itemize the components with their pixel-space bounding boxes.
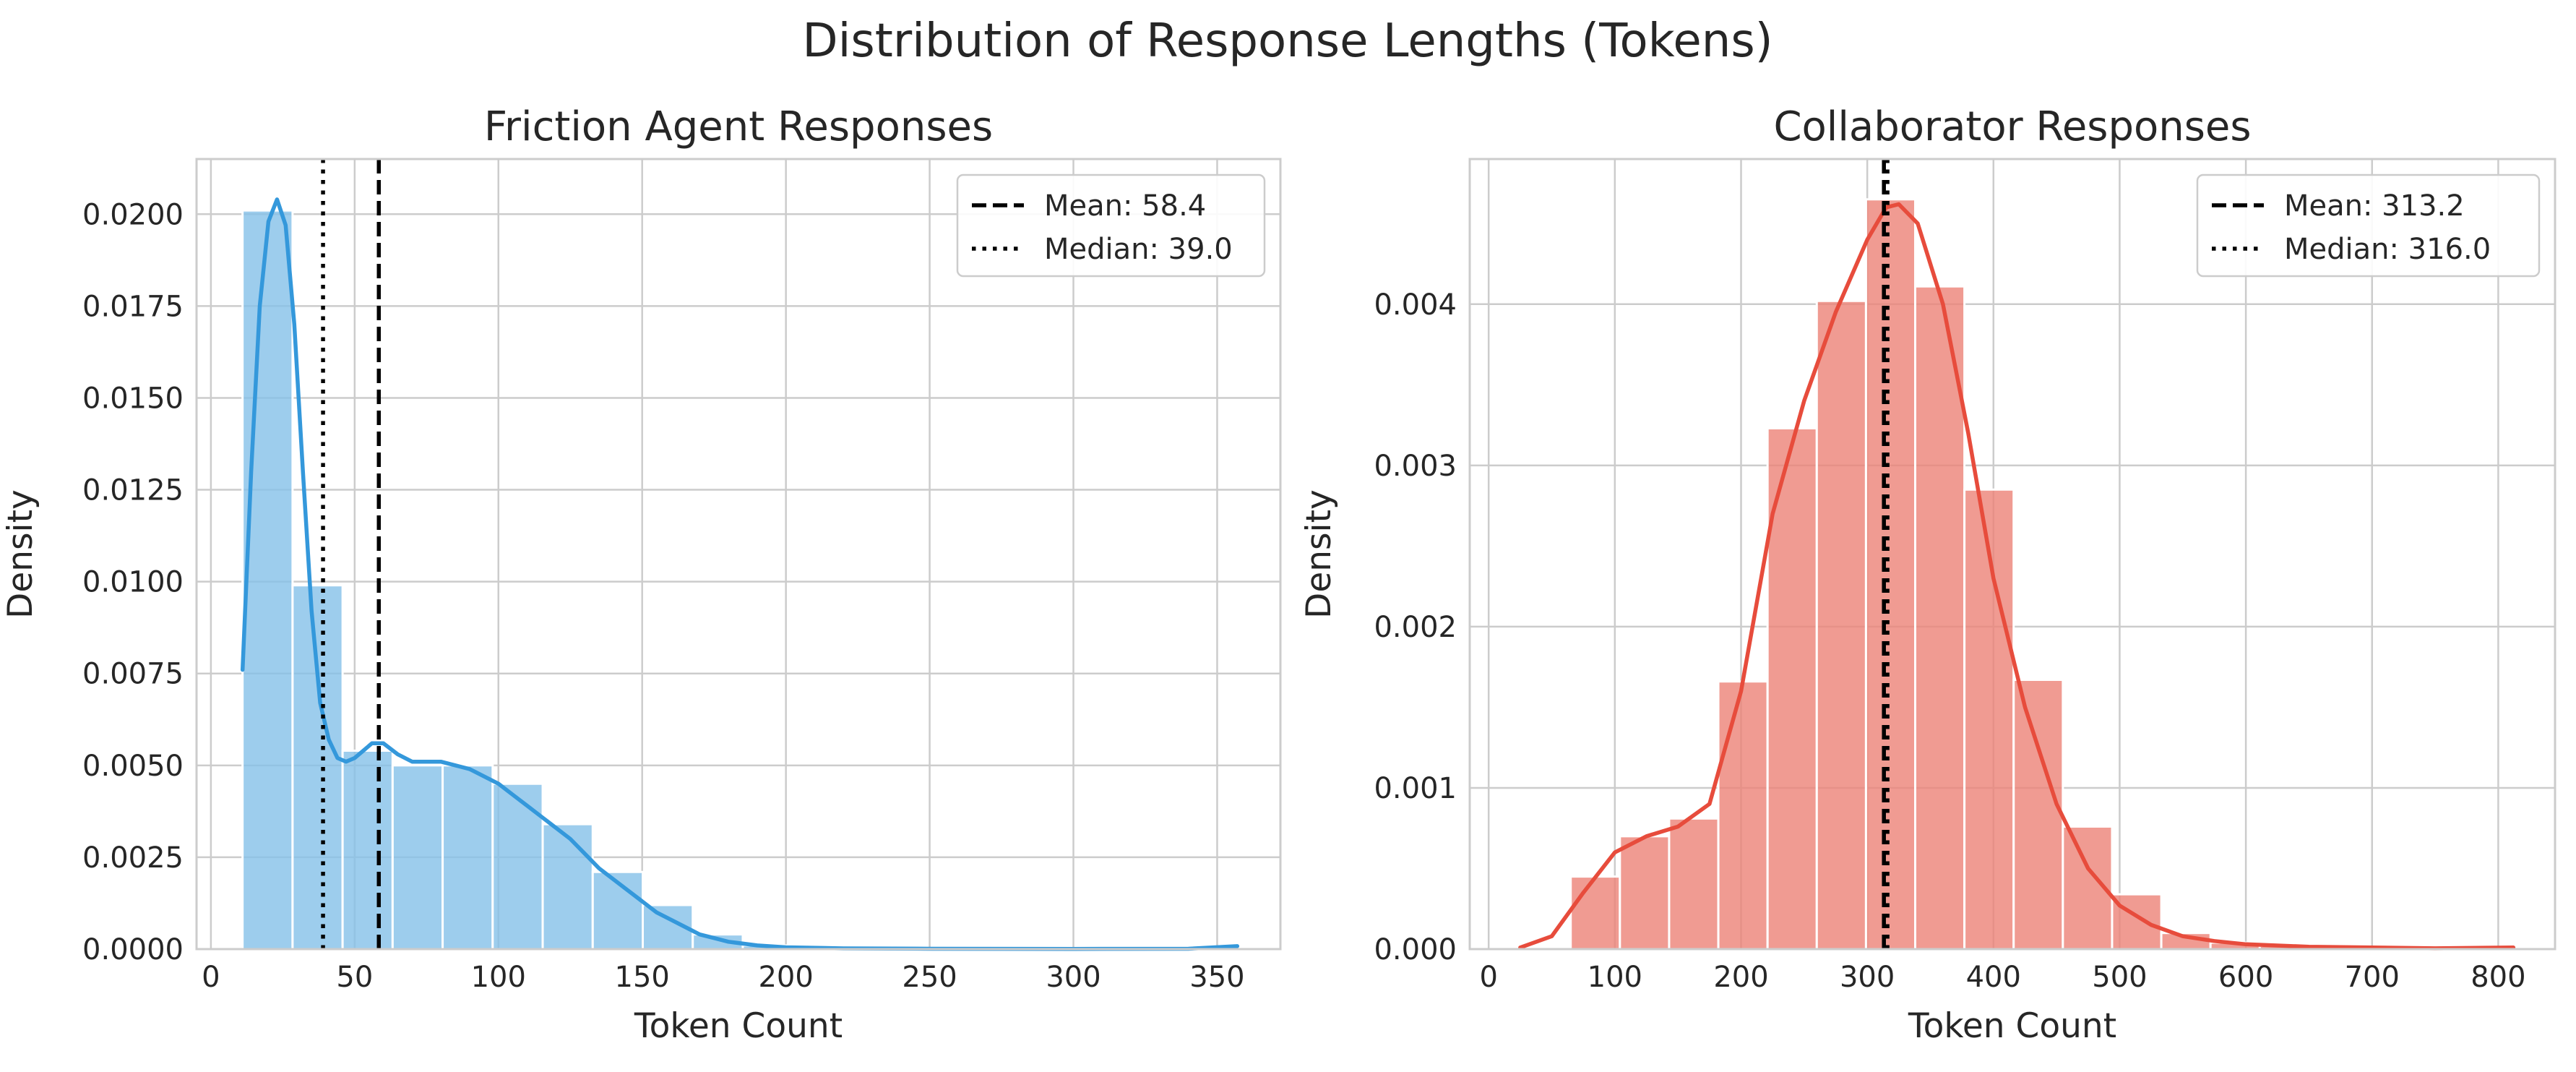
x-tick-label: 700 — [2345, 961, 2400, 994]
x-tick-label: 500 — [2092, 961, 2147, 994]
histogram-bar — [1569, 875, 1621, 951]
histogram-bar — [391, 764, 444, 951]
x-tick-label: 200 — [758, 961, 813, 994]
legend: Mean: 313.2 Median: 316.0 — [2196, 173, 2541, 278]
legend-box — [956, 173, 1266, 278]
y-tick-label: 0.003 — [1374, 450, 1457, 483]
subplot-title: Collaborator Responses — [1773, 103, 2251, 150]
histogram-bar — [1815, 299, 1867, 951]
x-tick-label: 0 — [202, 961, 220, 994]
histogram-bar — [291, 584, 344, 951]
x-tick-label: 0 — [1479, 961, 1497, 994]
x-tick-label: 800 — [2471, 961, 2525, 994]
y-tick-label: 0.0050 — [82, 750, 184, 783]
histogram-bar — [1766, 427, 1818, 951]
histogram-bar — [1717, 680, 1769, 951]
x-tick-label: 400 — [1966, 961, 2021, 994]
histogram-bar — [1963, 488, 2015, 951]
legend-box — [2196, 173, 2541, 278]
x-tick-label: 300 — [1046, 961, 1100, 994]
x-tick-label: 50 — [336, 961, 373, 994]
y-tick-label: 0.0075 — [82, 658, 184, 691]
x-tick-label: 600 — [2218, 961, 2273, 994]
y-tick-label: 0.004 — [1374, 288, 1457, 322]
kde-curve — [1518, 202, 2516, 951]
legend: Mean: 58.4 Median: 39.0 — [956, 173, 1266, 278]
histogram-bar — [541, 823, 594, 951]
legend-median-label: Median: 39.0 — [1044, 233, 1233, 266]
y-tick-label: 0.0000 — [82, 933, 184, 966]
y-tick-label: 0.000 — [1374, 933, 1457, 966]
plot-frame — [195, 158, 1282, 951]
histogram-bar — [241, 209, 294, 951]
y-tick-label: 0.0100 — [82, 566, 184, 599]
y-tick-label: 0.0200 — [82, 198, 184, 231]
legend-mean-label: Mean: 58.4 — [1044, 189, 1206, 223]
x-axis-label: Token Count — [634, 1006, 843, 1046]
y-tick-label: 0.002 — [1374, 611, 1457, 644]
y-axis-label: Density — [1299, 489, 1339, 619]
y-tick-label: 0.001 — [1374, 772, 1457, 805]
x-tick-label: 150 — [615, 961, 670, 994]
x-tick-label: 250 — [902, 961, 957, 994]
histogram-bar — [1668, 817, 1720, 951]
legend-median-label: Median: 316.0 — [2284, 233, 2491, 266]
plot-frame — [1468, 158, 2556, 951]
legend-mean-label: Mean: 313.2 — [2284, 189, 2465, 223]
x-tick-label: 100 — [1588, 961, 1642, 994]
y-tick-label: 0.0125 — [82, 474, 184, 507]
kde-curve — [240, 197, 1240, 951]
subplot-title: Friction Agent Responses — [484, 103, 993, 150]
y-tick-label: 0.0150 — [82, 382, 184, 415]
histogram-bar — [491, 782, 544, 951]
x-tick-label: 100 — [471, 961, 526, 994]
x-tick-label: 350 — [1189, 961, 1244, 994]
x-axis-label: Token Count — [1908, 1006, 2116, 1046]
histogram-bar — [341, 749, 394, 951]
figure-title: Distribution of Response Lengths (Tokens… — [802, 14, 1772, 68]
subplot-2: 0 100 200 300 400 500 600 700 800 0.000 0.001 0.002… — [1299, 103, 2556, 1046]
y-tick-label: 0.0175 — [82, 290, 184, 323]
histogram-bar — [1619, 835, 1671, 951]
subplot-1: 0 50 100 150 200 250 300 350 0.0000 0.0025 0.0050 0… — [1, 103, 1282, 1046]
histogram-bar — [1914, 285, 1966, 951]
y-tick-label: 0.0025 — [82, 841, 184, 875]
histogram-bar — [2012, 678, 2064, 951]
histogram-bar — [441, 764, 494, 951]
histogram-bar — [1864, 198, 1917, 951]
x-tick-label: 300 — [1840, 961, 1895, 994]
y-axis-label: Density — [1, 489, 40, 619]
x-tick-label: 200 — [1713, 961, 1768, 994]
